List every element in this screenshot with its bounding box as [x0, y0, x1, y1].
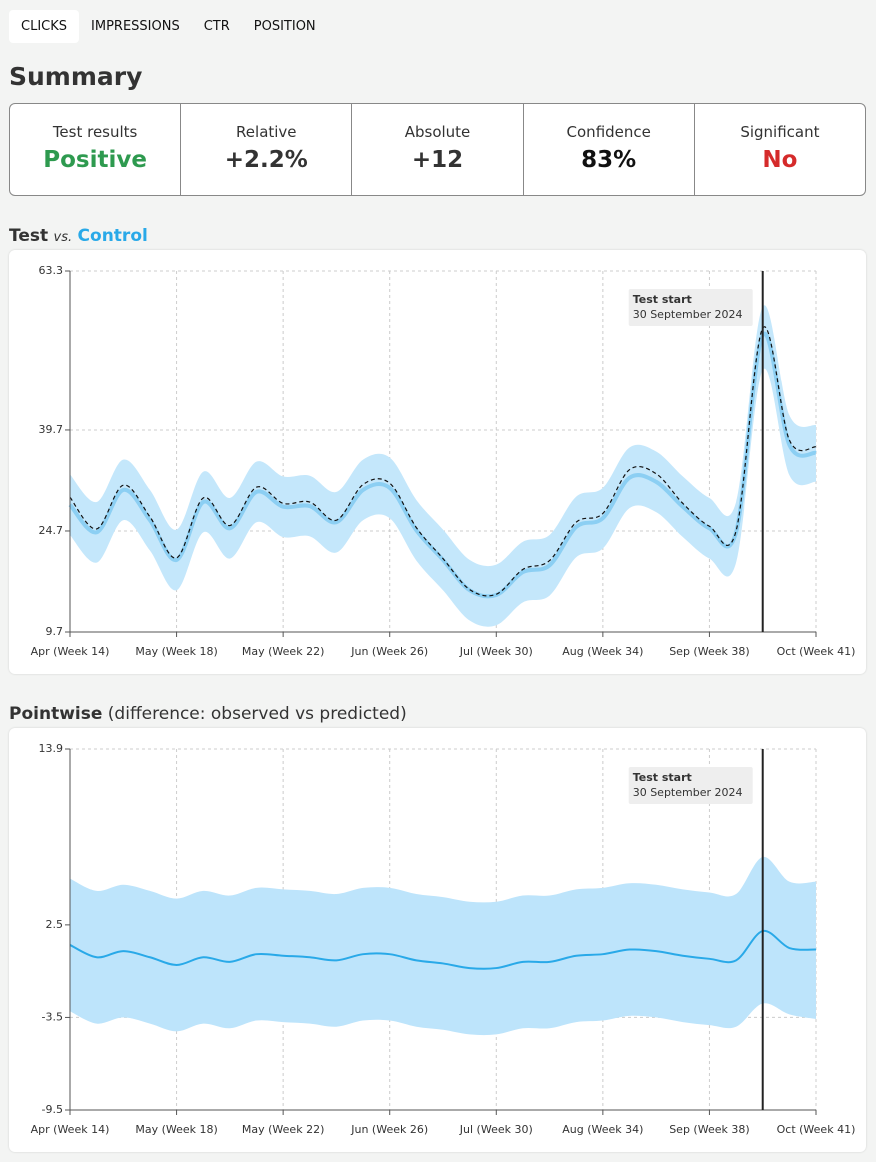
x-tick-label: Oct (Week 41) [777, 645, 856, 658]
event-label: Test start [633, 293, 692, 306]
card-value: No [762, 147, 798, 173]
summary-card: Absolute +12 [352, 104, 524, 195]
card-label: Confidence [566, 123, 651, 141]
series-line [68, 331, 817, 599]
confidence-band [70, 305, 816, 627]
tab[interactable]: CLICKS [9, 10, 80, 43]
chart-subtitle: (difference: observed vs predicted) [107, 704, 407, 724]
x-tick-label: May (Week 22) [242, 1123, 324, 1136]
summary-card: Confidence 83% [524, 104, 695, 195]
x-tick-label: Oct (Week 41) [777, 1123, 856, 1136]
test-label: Test [9, 226, 49, 246]
card-label: Absolute [404, 123, 471, 141]
chart: -9.5 -3.5 2.5 13.9 Apr (Week 14) May (Week 18… [31, 742, 856, 1136]
tab[interactable]: CTR [203, 19, 230, 34]
x-tick-label: Sep (Week 38) [669, 645, 749, 658]
tab[interactable]: POSITION [253, 19, 316, 34]
event-date: 30 September 2024 [633, 308, 743, 321]
chart: 9.7 24.7 39.7 63.3 Apr (Week 14) May (Week 18… [31, 264, 856, 658]
chart-title: Pointwise (difference: observed vs predi… [9, 704, 407, 724]
card-value: Positive [43, 147, 147, 173]
x-tick-label: Jun (Week 26) [350, 645, 428, 658]
card-label: Test results [52, 123, 138, 141]
y-tick-label: -3.5 [42, 1010, 63, 1023]
summary-card: Significant No [695, 104, 865, 195]
card-label: Significant [740, 123, 820, 141]
series-line [69, 930, 817, 970]
y-tick-label: -9.5 [42, 1103, 63, 1116]
card-value: +12 [411, 147, 464, 173]
x-tick-label: May (Week 22) [242, 645, 324, 658]
chart-card: 9.7 24.7 39.7 63.3 Apr (Week 14) May (Week 18… [9, 250, 866, 674]
y-tick-label: 39.7 [39, 423, 64, 436]
summary-title: Summary [9, 62, 143, 91]
x-tick-label: Apr (Week 14) [31, 645, 110, 658]
title-connector: vs. [53, 230, 73, 245]
y-tick-label: 13.9 [39, 742, 64, 755]
control-label: Control [77, 226, 148, 246]
x-tick-label: Aug (Week 34) [562, 645, 643, 658]
x-tick-label: Jul (Week 30) [459, 645, 533, 658]
y-tick-label: 24.7 [39, 524, 64, 537]
tab[interactable]: IMPRESSIONS [91, 19, 180, 34]
card-value: 83% [581, 147, 637, 173]
y-tick-label: 2.5 [46, 918, 64, 931]
summary-card: Relative +2.2% [181, 104, 353, 195]
x-tick-label: Jun (Week 26) [350, 1123, 428, 1136]
y-tick-label: 9.7 [46, 625, 64, 638]
event-box [628, 767, 753, 804]
x-tick-label: Aug (Week 34) [562, 1123, 643, 1136]
summary-card: Test results Positive [10, 104, 182, 195]
confidence-band [70, 856, 816, 1036]
x-tick-label: Apr (Week 14) [31, 1123, 110, 1136]
x-tick-label: Jul (Week 30) [459, 1123, 533, 1136]
chart-card: -9.5 -3.5 2.5 13.9 Apr (Week 14) May (Week 18… [9, 728, 866, 1152]
event-date: 30 September 2024 [633, 786, 743, 799]
summary-cards: Test results Positive Relative +2.2% Absolut… [9, 103, 866, 196]
y-tick-label: 63.3 [39, 264, 64, 277]
card-label: Relative [236, 123, 297, 141]
event-box [628, 289, 753, 326]
x-tick-label: May (Week 18) [135, 645, 217, 658]
tab-bar: CLICKS IMPRESSIONS CTR POSITION [9, 10, 328, 43]
chart-title: Test vs. Control [9, 226, 148, 246]
chart-title-main: Pointwise [9, 704, 103, 724]
series-line [69, 326, 817, 597]
x-tick-label: May (Week 18) [135, 1123, 217, 1136]
event-label: Test start [633, 771, 692, 784]
x-tick-label: Sep (Week 38) [669, 1123, 749, 1136]
card-value: +2.2% [224, 147, 308, 173]
